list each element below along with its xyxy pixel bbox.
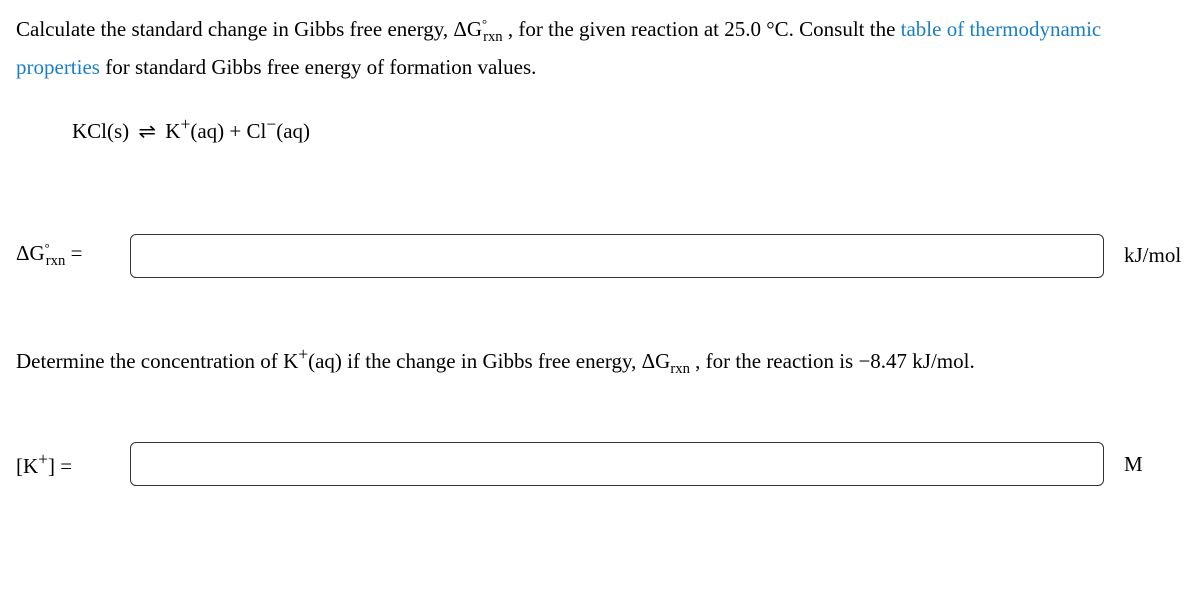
q1-temp: 25.0 °C: [724, 17, 788, 41]
q2-value: −8.47 kJ/mol: [858, 349, 969, 373]
eq-product2: Cl−(aq): [246, 119, 310, 143]
q1-afterlink: for standard Gibbs free energy of format…: [100, 55, 536, 79]
eq-plus: +: [224, 119, 246, 143]
question-2-text: Determine the concentration of K+(aq) if…: [16, 340, 1184, 382]
answer-row-1: ΔG°rxn = kJ/mol: [16, 234, 1184, 278]
q1-mid: , for the given reaction at: [503, 17, 725, 41]
q2-species: K+(aq): [283, 349, 342, 373]
answer2-input[interactable]: [130, 442, 1104, 486]
answer2-label: [K+] =: [16, 449, 106, 479]
answer-row-2: [K+] = M: [16, 442, 1184, 486]
eq-arrow: ⇌: [134, 119, 160, 143]
answer2-unit: M: [1124, 452, 1184, 477]
answer1-unit: kJ/mol: [1124, 243, 1184, 268]
q1-part1: Calculate the standard change in Gibbs f…: [16, 17, 453, 41]
q2-dg: ΔGrxn: [642, 349, 690, 373]
eq-product1: K+(aq): [165, 119, 224, 143]
eq-reactant: KCl(s): [72, 119, 129, 143]
reaction-equation: KCl(s) ⇌ K+(aq) + Cl−(aq): [72, 114, 1184, 144]
q1-aftertemp: . Consult the: [789, 17, 901, 41]
answer1-label: ΔG°rxn =: [16, 241, 106, 270]
q1-deltaG: ΔG°rxn: [453, 17, 502, 41]
answer1-input[interactable]: [130, 234, 1104, 278]
question-1-text: Calculate the standard change in Gibbs f…: [16, 12, 1184, 86]
